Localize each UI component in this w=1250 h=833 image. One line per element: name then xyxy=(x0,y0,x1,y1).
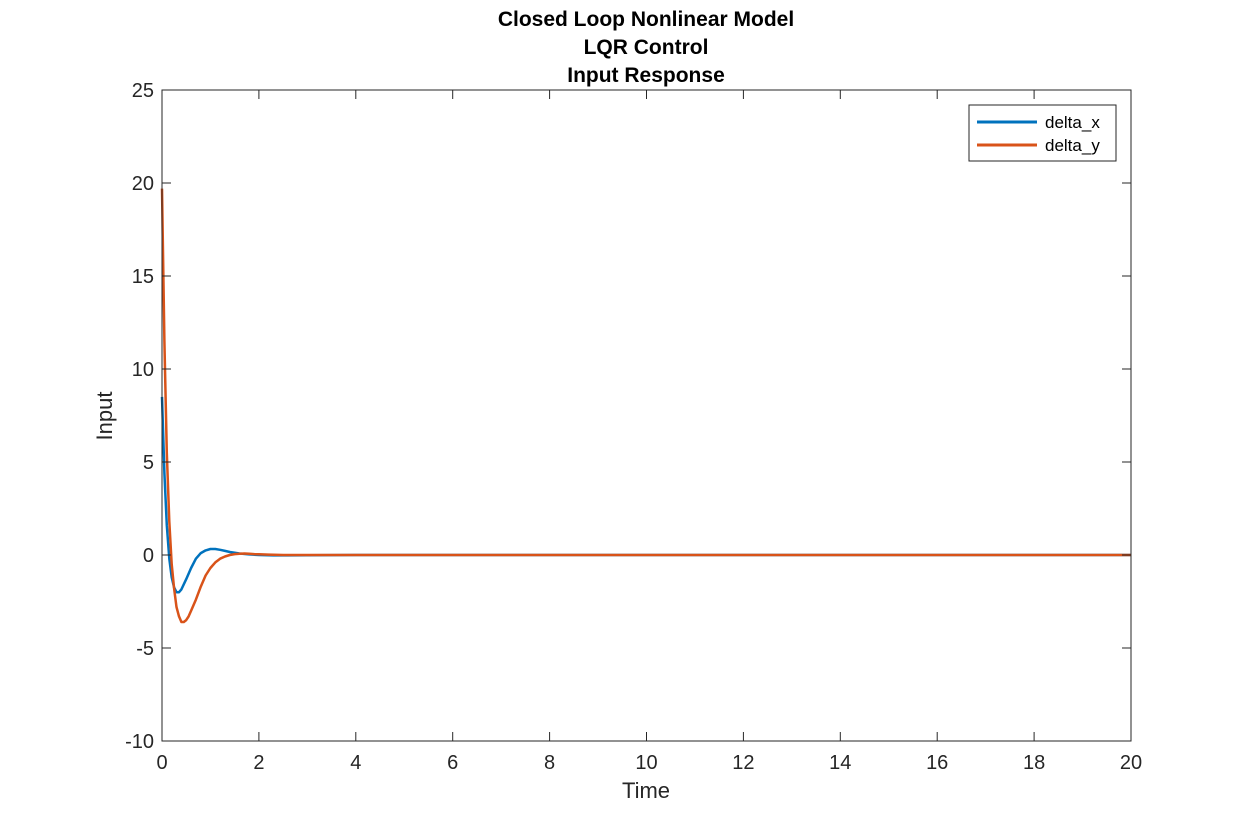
chart-title-line-1: Closed Loop Nonlinear Model xyxy=(498,8,794,31)
x-tick-label: 12 xyxy=(732,752,754,774)
x-axis-ticks: 0 2 4 6 8 10 12 14 16 18 20 xyxy=(156,90,1142,774)
chart-title-line-3: Input Response xyxy=(567,64,725,87)
series-line-delta-y xyxy=(160,188,1131,624)
y-tick-label: 25 xyxy=(132,80,154,102)
x-tick-label: 16 xyxy=(926,752,948,774)
y-axis-ticks: -10 -5 0 5 10 15 20 25 xyxy=(125,80,1131,753)
x-tick-label: 18 xyxy=(1023,752,1045,774)
legend-label-delta-x: delta_x xyxy=(1045,113,1100,132)
y-tick-label: 5 xyxy=(143,452,154,474)
x-tick-label: 4 xyxy=(350,752,361,774)
plot-area xyxy=(162,90,1131,741)
x-tick-label: 10 xyxy=(635,752,657,774)
legend: delta_x delta_y xyxy=(968,104,1117,162)
x-axis-label: Time xyxy=(622,778,670,803)
y-tick-label: 10 xyxy=(132,359,154,381)
legend-label-delta-y: delta_y xyxy=(1045,136,1100,155)
y-tick-label: 15 xyxy=(132,266,154,288)
x-tick-label: 20 xyxy=(1120,752,1142,774)
y-tick-label: 20 xyxy=(132,173,154,195)
x-tick-label: 8 xyxy=(544,752,555,774)
series-group xyxy=(160,188,1131,624)
x-tick-label: 0 xyxy=(156,752,167,774)
x-tick-label: 14 xyxy=(829,752,851,774)
y-tick-label: 0 xyxy=(143,545,154,567)
x-tick-label: 6 xyxy=(447,752,458,774)
x-tick-label: 2 xyxy=(253,752,264,774)
y-tick-label: -10 xyxy=(125,731,154,753)
legend-box xyxy=(968,104,1117,162)
y-axis-label: Input xyxy=(92,392,117,441)
chart-title: Closed Loop Nonlinear Model LQR Control … xyxy=(498,8,794,87)
y-tick-label: -5 xyxy=(136,638,154,660)
chart-title-line-2: LQR Control xyxy=(584,36,709,59)
